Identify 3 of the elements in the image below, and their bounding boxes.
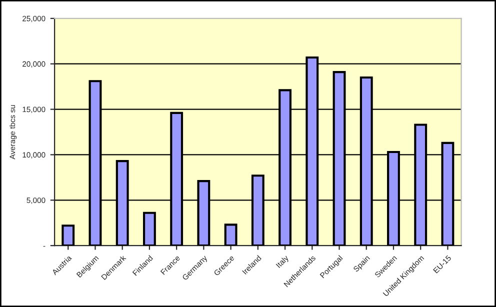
bar [62, 224, 75, 246]
bar [142, 212, 156, 246]
bar [224, 224, 238, 246]
